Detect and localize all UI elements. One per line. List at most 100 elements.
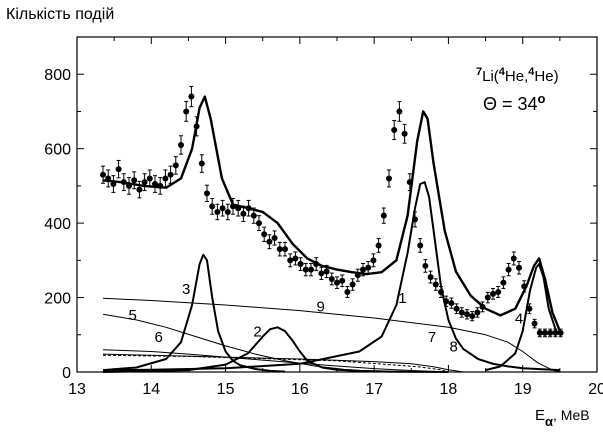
data-point [402,131,408,137]
x-tick-label: 18 [440,381,458,398]
data-point [532,321,538,327]
data-point [188,94,194,100]
data-point [282,246,288,252]
data-point [287,257,293,263]
data-point [412,216,418,222]
curve-label-8: 8 [449,339,457,356]
data-point [537,330,543,336]
data-point [485,295,491,301]
x-tick-label: 16 [291,381,309,398]
data-point [178,142,184,148]
data-point [298,261,304,267]
data-point [506,267,512,273]
data-point [433,282,439,288]
data-point [183,108,189,114]
data-point [454,306,460,312]
data-point [329,276,335,282]
data-point [121,179,127,185]
y-tick-label: 400 [44,216,71,233]
data-point [324,269,330,275]
data-point [339,278,345,284]
x-tick-label: 19 [514,381,532,398]
data-point [142,179,148,185]
data-points [100,86,564,336]
data-point [116,166,122,172]
curve-label-9: 9 [316,299,324,316]
data-point [225,209,231,215]
data-point [157,183,163,189]
data-point [303,267,309,273]
data-point [495,289,501,295]
data-point [168,172,174,178]
data-point [370,257,376,263]
reaction-annotation: 7Li(4He,4He) [476,66,559,85]
data-point [199,161,205,167]
x-axis-label: Eα, MeB [535,407,590,429]
y-tick-label: 800 [44,67,71,84]
curve-label-7: 7 [428,329,436,346]
data-point [438,289,444,295]
curve-label-2: 2 [253,324,261,341]
data-point [173,162,179,168]
data-point [230,203,236,209]
data-point [443,298,449,304]
curve-label-3: 3 [182,281,190,298]
data-point [355,272,361,278]
y-tick-label: 200 [44,291,71,308]
y-tick-label: 0 [62,365,71,382]
data-point [396,108,402,114]
data-point [516,265,522,271]
x-tick-label: 13 [68,381,86,398]
data-point [480,304,486,310]
data-point [365,265,371,271]
data-point [344,289,350,295]
data-point [318,270,324,276]
curve-label-6: 6 [155,329,163,346]
data-point [407,179,413,185]
data-point [235,205,241,211]
angle-annotation: Θ = 34o [483,91,546,115]
x-tick-label: 15 [217,381,235,398]
data-point [381,213,387,219]
data-point [136,187,142,193]
data-point [474,309,480,315]
data-point [100,172,106,178]
data-point [214,209,220,215]
data-point [209,203,215,209]
data-point [376,242,382,248]
data-point [459,309,465,315]
data-point [261,231,267,237]
data-point [308,267,314,273]
data-point [386,175,392,181]
data-point [464,311,470,317]
data-point [292,255,298,261]
data-point [417,242,423,248]
data-point [547,330,553,336]
data-point [131,177,137,183]
data-point [110,181,116,187]
data-point [500,280,506,286]
data-point [246,205,252,211]
data-point [152,181,158,187]
data-point [162,175,168,181]
data-point [194,123,200,129]
data-point [552,330,558,336]
data-point [256,220,262,226]
data-point [272,235,278,241]
data-point [334,280,340,286]
y-tick-label: 600 [44,142,71,159]
fit-curves [103,97,560,372]
data-point [350,282,356,288]
data-point [126,183,132,189]
data-point [542,330,548,336]
data-point [147,175,153,181]
data-point [313,261,319,267]
data-point [490,291,496,297]
data-point [105,175,111,181]
data-point [428,274,434,280]
data-point [448,300,454,306]
data-point [204,190,210,196]
data-point [220,205,226,211]
